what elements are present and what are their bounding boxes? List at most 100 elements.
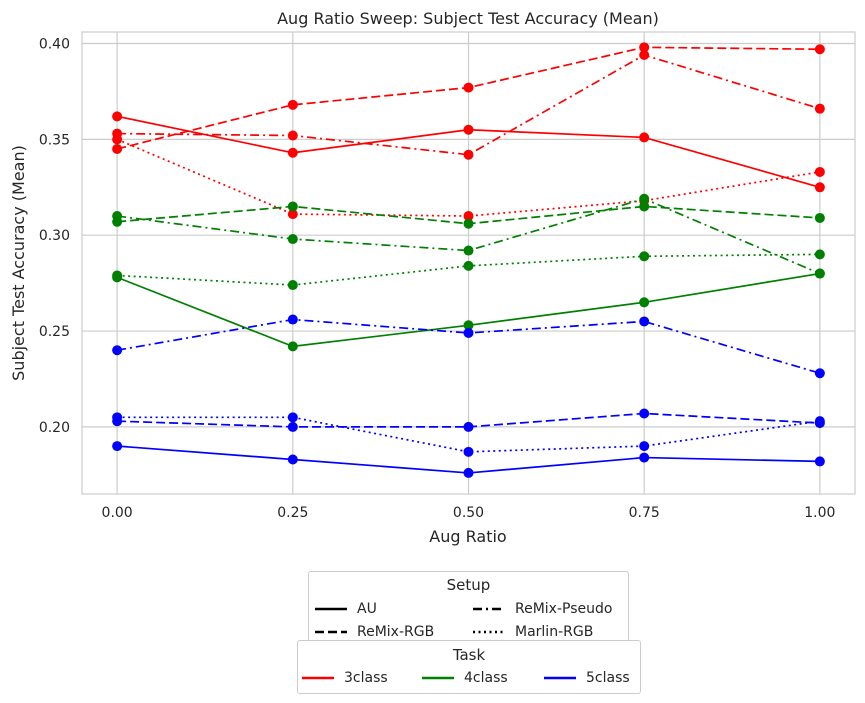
x-tick-label: 0.00 <box>102 505 133 521</box>
series-line <box>116 318 821 375</box>
data-point <box>112 412 123 423</box>
data-point <box>639 132 650 143</box>
plot-frame <box>81 31 856 495</box>
legend-label: 5class <box>586 670 630 686</box>
data-point <box>287 147 298 158</box>
legend-item-setup: Marlin-RGB <box>473 624 593 640</box>
data-point <box>814 166 825 177</box>
data-point <box>287 99 298 110</box>
series-3class-au <box>112 111 825 193</box>
data-point <box>463 421 474 432</box>
legend-item-task: 4class <box>422 670 508 686</box>
data-point <box>112 111 123 122</box>
data-point <box>463 327 474 338</box>
data-point <box>112 441 123 452</box>
legend-label: 3class <box>344 670 388 686</box>
data-point <box>463 260 474 271</box>
data-point <box>287 209 298 220</box>
data-point <box>287 234 298 245</box>
data-point <box>814 44 825 55</box>
data-point <box>814 103 825 114</box>
data-point <box>463 149 474 160</box>
data-point <box>112 270 123 281</box>
series-line <box>117 197 821 275</box>
data-point <box>639 441 650 452</box>
series-line <box>117 416 820 453</box>
data-point <box>463 467 474 478</box>
legend-label: 4class <box>464 670 508 686</box>
series-layer <box>112 42 825 478</box>
legend-swatch <box>315 607 347 611</box>
data-point <box>287 280 298 291</box>
data-point <box>463 211 474 222</box>
x-tick-label: 0.50 <box>453 505 484 521</box>
legend-swatch <box>302 676 334 680</box>
y-tick-label: 0.30 <box>39 228 70 244</box>
data-point <box>463 218 474 229</box>
series-5class-remix-pseudo <box>112 314 825 379</box>
data-point <box>814 182 825 193</box>
data-point <box>814 268 825 279</box>
data-point <box>287 412 298 423</box>
data-point <box>814 212 825 223</box>
data-point <box>639 251 650 262</box>
legend-item-setup: ReMix-Pseudo <box>473 601 612 617</box>
legend-swatch <box>544 676 576 680</box>
data-point <box>463 245 474 256</box>
data-point <box>112 345 123 356</box>
y-tick-label: 0.40 <box>39 37 70 53</box>
legend-task-title: Task <box>452 646 486 664</box>
data-point <box>287 130 298 141</box>
legend-label: ReMix-Pseudo <box>515 601 613 617</box>
legend-label: AU <box>357 601 377 617</box>
chart-title: Aug Ratio Sweep: Subject Test Accuracy (… <box>277 9 659 28</box>
data-point <box>814 416 825 427</box>
y-tick-label: 0.20 <box>39 420 70 436</box>
data-point <box>639 201 650 212</box>
legend-swatch <box>422 676 454 680</box>
legend-swatch <box>473 630 505 634</box>
data-point <box>287 421 298 432</box>
series-3class-remix-rgb <box>112 42 825 154</box>
series-line <box>116 138 821 217</box>
data-point <box>287 314 298 325</box>
x-tick-label: 0.25 <box>277 505 308 521</box>
y-tick-label: 0.35 <box>39 132 70 148</box>
data-point <box>112 211 123 222</box>
data-point <box>112 143 123 154</box>
series-4class-remix-pseudo <box>112 193 825 279</box>
data-point <box>112 134 123 145</box>
legend-item-task: 3class <box>302 670 388 686</box>
y-tick-label: 0.25 <box>39 324 70 340</box>
series-5class-au <box>112 441 825 478</box>
legend-item-task: 5class <box>544 670 630 686</box>
legend-label: ReMix-RGB <box>357 624 435 640</box>
y-axis-label: Subject Test Accuracy (Mean) <box>9 145 28 381</box>
data-point <box>463 124 474 135</box>
data-point <box>639 316 650 327</box>
legend-swatch <box>473 607 505 611</box>
data-point <box>287 454 298 465</box>
data-point <box>639 408 650 419</box>
legend-task: Task 3class 4class 5class <box>297 640 641 694</box>
data-point <box>639 193 650 204</box>
legend-item-setup: AU <box>315 601 377 617</box>
legend-swatch <box>315 630 347 634</box>
data-point <box>639 42 650 53</box>
data-point <box>639 452 650 463</box>
data-point <box>287 341 298 352</box>
legend-label: Marlin-RGB <box>515 624 594 640</box>
legend-setup-title: Setup <box>446 576 491 594</box>
data-point <box>814 456 825 467</box>
x-axis-label: Aug Ratio <box>429 527 506 546</box>
data-point <box>463 320 474 331</box>
data-point <box>639 50 650 61</box>
series-5class-marlin-rgb <box>112 412 825 457</box>
x-tick-label: 1.00 <box>804 505 835 521</box>
tick-labels: 0.00 0.25 0.50 0.75 1.00 0.20 0.25 0.30 0.35 0.40 <box>39 37 836 521</box>
data-point <box>639 297 650 308</box>
data-point <box>814 249 825 260</box>
legend-item-setup: ReMix-RGB <box>315 624 434 640</box>
data-point <box>463 82 474 93</box>
